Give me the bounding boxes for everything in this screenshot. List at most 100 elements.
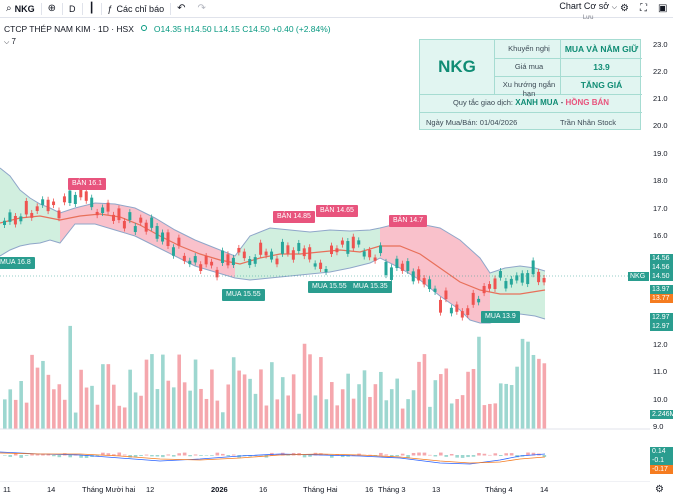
macd-histogram-bar [106, 453, 111, 456]
fullscreen-icon: ⛶ [640, 3, 647, 14]
volume-bar [30, 354, 34, 429]
volume-bar [313, 395, 318, 429]
candle-body [144, 222, 148, 232]
buy-price-label: Giá mua [514, 62, 544, 71]
undo-button[interactable]: ↶ [171, 0, 191, 18]
macd-histogram-bar [482, 453, 487, 456]
volume-bar [368, 396, 372, 429]
volume-bar [117, 405, 122, 429]
legend-ohlc: O14.35 H14.50 L14.15 C14.50 +0.40 (+2.84… [153, 24, 331, 34]
volume-bar [444, 368, 449, 429]
volume-bar [477, 336, 481, 429]
redo-button[interactable]: ↷ [191, 0, 211, 18]
price-chart-canvas[interactable] [0, 18, 650, 482]
macd-histogram-bar [24, 455, 29, 456]
candle-body [526, 273, 530, 285]
candle-body [275, 258, 279, 265]
volume-bar [308, 354, 312, 429]
volume-bar [411, 390, 416, 429]
trend-value: TĂNG GIÁ [580, 80, 623, 90]
volume-bar [13, 399, 18, 429]
macd-histogram-bar [357, 453, 361, 456]
price-badge: 0.14 [650, 447, 673, 456]
volume-bar [433, 380, 438, 429]
macd-histogram-bar [417, 452, 421, 456]
time-tick-label: 12 [146, 485, 155, 494]
time-tick-label: 16 [259, 485, 268, 494]
indicators-collapse-button[interactable]: ⌵ 7 [4, 37, 16, 48]
macd-histogram-bar [57, 455, 62, 458]
macd-histogram-bar [139, 455, 143, 457]
macd-histogram-bar [389, 455, 394, 457]
macd-histogram-bar [221, 453, 225, 456]
sell-signal-label[interactable]: BÁN 14.7 [389, 215, 427, 227]
macd-histogram-bar [171, 455, 176, 457]
candle-body [19, 216, 23, 222]
volume-bar [351, 398, 356, 429]
trend-label: Xu hướng ngắn hạn [502, 80, 556, 98]
buy-signal-label[interactable]: MUA 15.35 [349, 281, 392, 293]
divider [100, 2, 102, 15]
candle-body [330, 245, 333, 255]
volume-bar [84, 387, 89, 429]
price-tick-label: 19.0 [653, 149, 668, 158]
buy-signal-label[interactable]: MUA 16.8 [0, 257, 35, 269]
candle-body [428, 279, 432, 290]
compare-button[interactable]: ⊕ [42, 0, 62, 18]
chart-saved-status: Lưu [582, 15, 594, 21]
sell-signal-label[interactable]: BÁN 14.65 [316, 205, 358, 217]
volume-bar [509, 385, 514, 429]
symbol-search[interactable]: ⌕ NKG [0, 0, 41, 18]
volume-bar [106, 364, 111, 429]
candle-body [406, 261, 410, 271]
volume-bar [248, 378, 252, 429]
candle-body [231, 257, 235, 266]
macd-histogram-bar [439, 452, 443, 456]
sell-signal-label[interactable]: BÁN 16.1 [68, 178, 106, 190]
volume-bar [90, 385, 94, 429]
macd-histogram-bar [226, 455, 231, 457]
candle-body [73, 194, 77, 205]
fullscreen-button[interactable]: ⛶ [640, 0, 647, 18]
volume-bar [291, 374, 296, 429]
redo-icon: ↷ [197, 2, 206, 14]
indicators-button[interactable]: ƒ Các chỉ báo [102, 0, 171, 18]
price-badge: -0.1 [650, 456, 673, 465]
buy-price-value: 13.9 [593, 62, 610, 72]
candle-body [389, 267, 393, 280]
candle-body [542, 278, 546, 283]
time-tick-label: Tháng Mười hai [82, 485, 136, 494]
candle-body [270, 251, 274, 260]
price-tick-label: 9.0 [653, 422, 664, 431]
macd-histogram-bar [286, 455, 290, 456]
macd-histogram-bar [477, 453, 481, 456]
time-axis[interactable]: 11 14 Tháng Mười hai 12 2026 16 Tháng Hai 16 Thá… [0, 482, 650, 499]
plus-circle-icon: ⊕ [47, 2, 56, 14]
candle-body [188, 260, 192, 265]
time-tick-label: 11 [3, 485, 11, 494]
interval-button[interactable]: D [63, 0, 82, 18]
macd-histogram-bar [188, 455, 192, 457]
table-divider [494, 58, 642, 59]
candle-body [166, 232, 170, 247]
candle-body [215, 269, 219, 278]
volume-bar [128, 369, 132, 429]
candle-body [264, 251, 268, 256]
chart-name-button[interactable]: Chart Cơ sở ⌵ Lưu [559, 2, 617, 23]
snapshot-button[interactable]: ▣ [658, 0, 667, 18]
price-badge: 14.50 [650, 272, 673, 281]
candle-body [395, 258, 399, 269]
macd-histogram-bar [466, 455, 470, 458]
candles-icon: ┃ [88, 2, 95, 14]
sell-signal-label[interactable]: BÁN 14.85 [273, 211, 315, 223]
buy-signal-label[interactable]: MUA 15.55 [308, 281, 351, 293]
buy-signal-label[interactable]: MUA 15.55 [222, 289, 265, 301]
time-tick-label: 14 [47, 485, 56, 494]
candle-body [357, 240, 361, 245]
volume-bar [286, 395, 290, 429]
settings-button[interactable]: ⚙ [620, 0, 629, 18]
table-divider [560, 40, 561, 94]
axis-settings-button[interactable]: ⚙ [655, 483, 664, 495]
buy-signal-label[interactable]: MUA 13.9 [481, 311, 520, 323]
chart-type-button[interactable]: ┃ [83, 0, 101, 18]
